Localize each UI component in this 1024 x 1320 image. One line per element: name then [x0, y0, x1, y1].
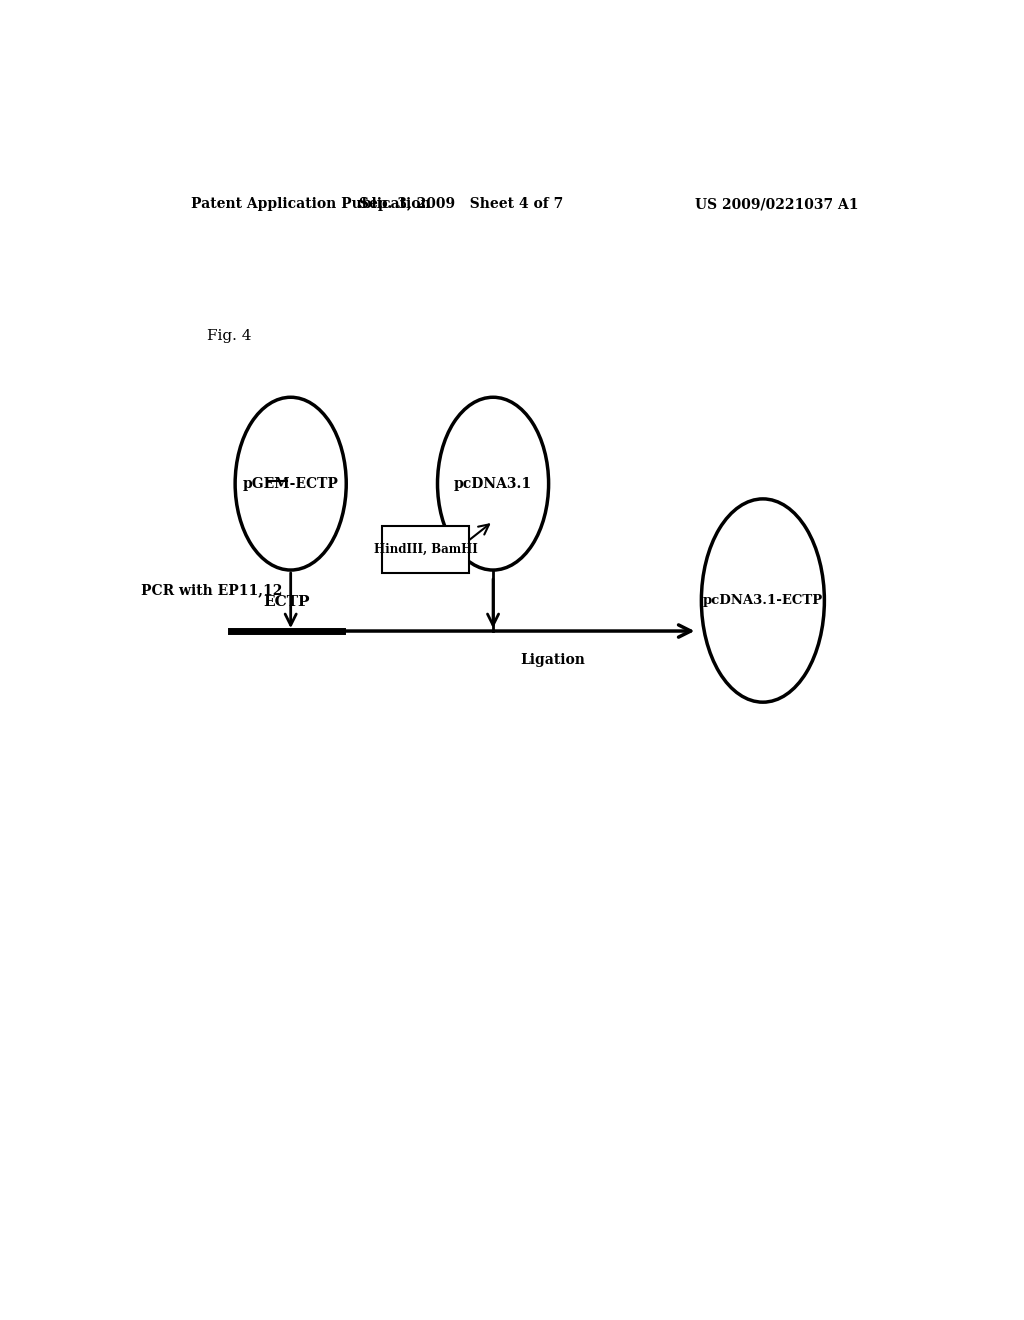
Text: Patent Application Publication: Patent Application Publication — [191, 197, 431, 211]
Text: pGEM-ECTP: pGEM-ECTP — [243, 477, 339, 491]
Text: pcDNA3.1: pcDNA3.1 — [454, 477, 532, 491]
FancyBboxPatch shape — [382, 527, 469, 573]
Text: HindIII, BamHI: HindIII, BamHI — [374, 544, 477, 556]
Text: ECTP: ECTP — [263, 595, 310, 609]
Text: pcDNA3.1-ECTP: pcDNA3.1-ECTP — [702, 594, 823, 607]
Text: US 2009/0221037 A1: US 2009/0221037 A1 — [694, 197, 858, 211]
Text: Sep. 3, 2009   Sheet 4 of 7: Sep. 3, 2009 Sheet 4 of 7 — [359, 197, 563, 211]
Text: Fig. 4: Fig. 4 — [207, 329, 252, 343]
Text: PCR with EP11,12: PCR with EP11,12 — [141, 583, 283, 598]
Text: Ligation: Ligation — [520, 653, 585, 668]
